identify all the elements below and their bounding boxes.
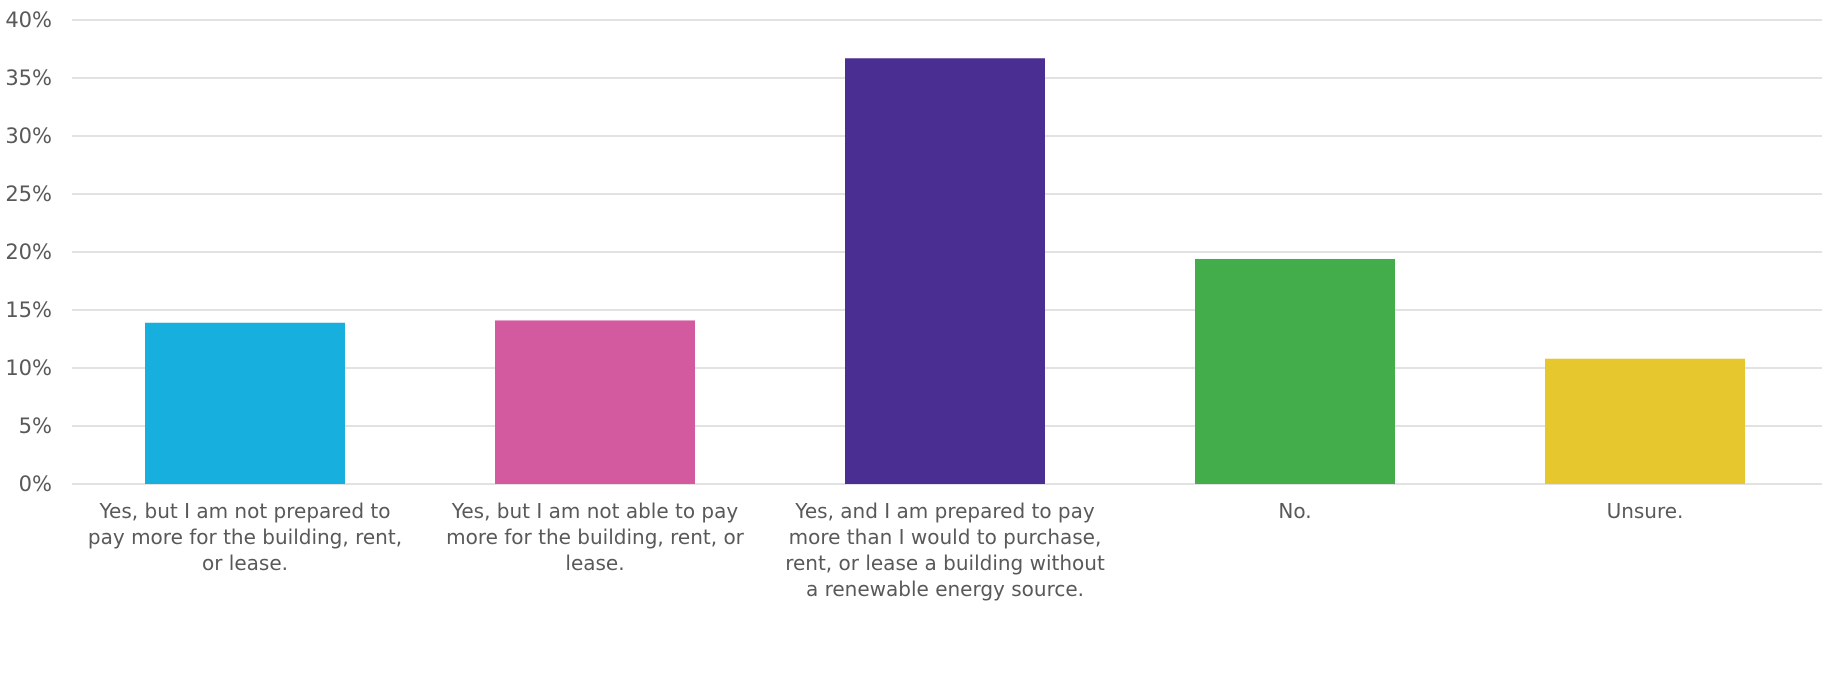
y-tick-label: 40% [5,8,52,32]
y-tick-label: 10% [5,356,52,380]
x-category-label: more for the building, rent, or [446,525,745,549]
x-category-label: Yes, but I am not able to pay [451,499,739,523]
y-tick-label: 0% [19,472,52,496]
x-category-label: lease. [565,551,624,575]
y-tick-label: 25% [5,182,52,206]
bars [145,58,1745,484]
bar [495,320,695,484]
bar [1545,358,1745,484]
x-category-label: pay more for the building, rent, [88,525,402,549]
x-category-label: more than I would to purchase, [789,525,1102,549]
y-tick-label: 15% [5,298,52,322]
y-tick-label: 20% [5,240,52,264]
x-category-label: Yes, but I am not prepared to [99,499,391,523]
y-tick-label: 5% [19,414,52,438]
x-category-label: or lease. [202,551,288,575]
x-category-label: rent, or lease a building without [785,551,1105,575]
y-tick-label: 35% [5,66,52,90]
y-tick-label: 30% [5,124,52,148]
bar [845,58,1045,484]
x-category-label: Yes, and I am prepared to pay [794,499,1095,523]
bar [1195,258,1395,484]
x-category-label: Unsure. [1607,499,1684,523]
x-category-label: No. [1278,499,1311,523]
x-category-label: a renewable energy source. [806,577,1084,601]
y-axis-tick-labels: 0% 5% 10% 15% 20% 25% 30% 35% 40% [5,8,52,496]
bar [145,322,345,484]
